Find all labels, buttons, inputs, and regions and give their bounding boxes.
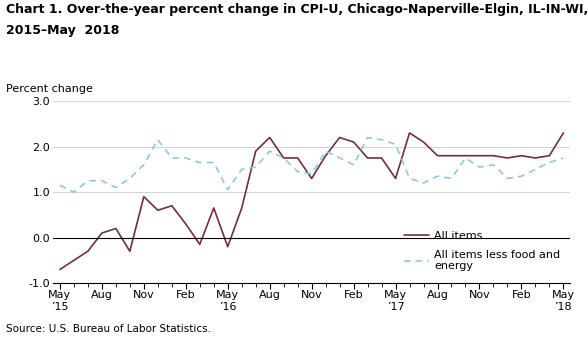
All items less food and
energy xyxy=(420,181,427,185)
All items xyxy=(532,156,539,160)
All items less food and
energy xyxy=(238,167,245,171)
All items less food and
energy xyxy=(112,185,119,189)
All items xyxy=(448,154,455,158)
All items xyxy=(252,149,259,153)
All items less food and
energy xyxy=(434,174,441,178)
Text: Chart 1. Over-the-year percent change in CPI-U, Chicago-Naperville-Elgin, IL-IN-: Chart 1. Over-the-year percent change in… xyxy=(6,3,588,17)
All items xyxy=(546,154,553,158)
All items xyxy=(168,204,175,208)
All items less food and
energy xyxy=(560,156,567,160)
All items xyxy=(434,154,441,158)
Line: All items: All items xyxy=(60,133,563,270)
All items less food and
energy xyxy=(322,149,329,153)
All items xyxy=(182,222,189,226)
All items less food and
energy xyxy=(490,163,497,167)
All items less food and
energy xyxy=(364,135,371,140)
All items less food and
energy xyxy=(182,156,189,160)
All items xyxy=(84,249,91,253)
All items less food and
energy xyxy=(504,177,511,181)
All items xyxy=(141,194,148,198)
All items less food and
energy xyxy=(252,165,259,169)
All items xyxy=(126,249,133,253)
All items less food and
energy xyxy=(56,183,64,187)
All items less food and
energy xyxy=(141,163,148,167)
All items less food and
energy xyxy=(266,149,273,153)
All items xyxy=(196,242,203,246)
All items less food and
energy xyxy=(168,156,175,160)
All items less food and
energy xyxy=(406,177,413,181)
All items less food and
energy xyxy=(546,160,553,164)
All items less food and
energy xyxy=(448,177,455,181)
All items less food and
energy xyxy=(518,174,525,178)
All items xyxy=(560,131,567,135)
All items xyxy=(71,258,78,262)
All items xyxy=(504,156,511,160)
All items less food and
energy xyxy=(71,190,78,194)
Text: 2015–May  2018: 2015–May 2018 xyxy=(6,24,119,37)
Text: Source: U.S. Bureau of Labor Statistics.: Source: U.S. Bureau of Labor Statistics. xyxy=(6,324,211,334)
All items xyxy=(392,177,399,181)
Text: Percent change: Percent change xyxy=(6,84,93,94)
All items xyxy=(266,135,273,140)
All items less food and
energy xyxy=(154,138,161,142)
All items less food and
energy xyxy=(378,138,385,142)
Line: All items less food and
energy: All items less food and energy xyxy=(60,137,563,192)
All items xyxy=(280,156,287,160)
All items xyxy=(364,156,371,160)
All items xyxy=(476,154,483,158)
All items xyxy=(322,154,329,158)
All items xyxy=(378,156,385,160)
All items xyxy=(294,156,301,160)
All items less food and
energy xyxy=(196,160,203,164)
All items less food and
energy xyxy=(224,188,231,192)
All items less food and
energy xyxy=(126,177,133,181)
All items less food and
energy xyxy=(98,179,105,183)
All items xyxy=(98,231,105,235)
All items less food and
energy xyxy=(280,156,287,160)
All items less food and
energy xyxy=(392,142,399,146)
All items xyxy=(112,226,119,231)
All items less food and
energy xyxy=(462,156,469,160)
All items xyxy=(350,140,357,144)
All items xyxy=(420,140,427,144)
All items less food and
energy xyxy=(336,156,343,160)
All items less food and
energy xyxy=(476,165,483,169)
All items xyxy=(490,154,497,158)
All items xyxy=(154,208,161,212)
All items xyxy=(238,206,245,210)
Legend: All items, All items less food and
energy: All items, All items less food and energ… xyxy=(400,226,565,276)
All items xyxy=(518,154,525,158)
All items xyxy=(56,268,64,272)
All items xyxy=(308,177,315,181)
All items less food and
energy xyxy=(211,160,218,164)
All items xyxy=(336,135,343,140)
All items less food and
energy xyxy=(350,163,357,167)
All items less food and
energy xyxy=(532,167,539,171)
All items xyxy=(211,206,218,210)
All items xyxy=(224,245,231,249)
All items less food and
energy xyxy=(308,172,315,176)
All items xyxy=(406,131,413,135)
All items xyxy=(462,154,469,158)
All items less food and
energy xyxy=(294,170,301,174)
All items less food and
energy xyxy=(84,179,91,183)
